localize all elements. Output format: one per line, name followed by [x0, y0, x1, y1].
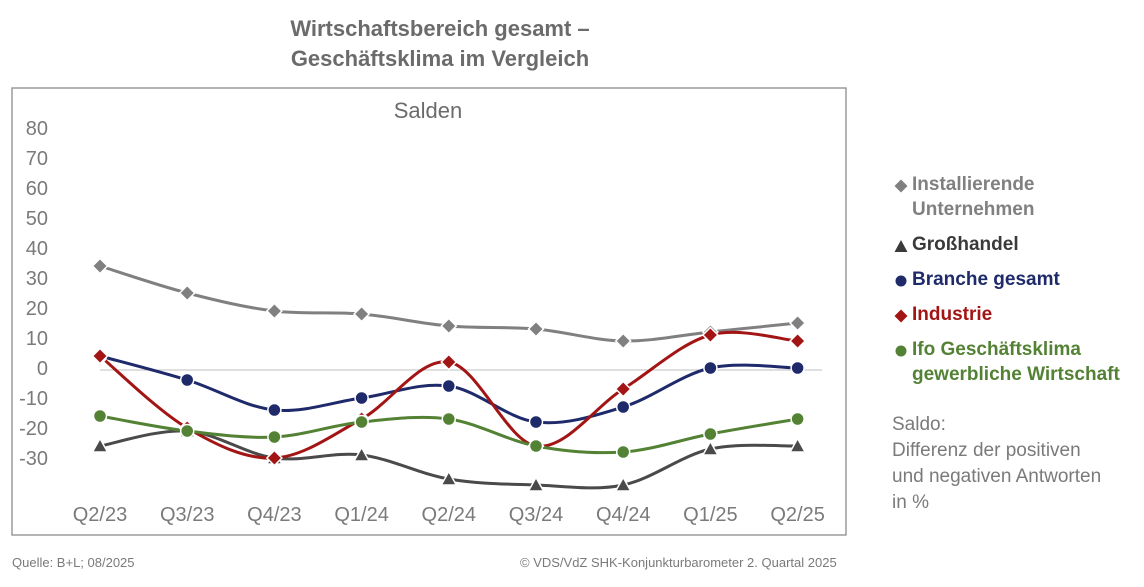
legend-item: Großhandel	[890, 232, 1140, 257]
data-point-gro-handel	[614, 475, 632, 492]
data-point-installierende-unternehmen	[440, 317, 458, 335]
legend-label-line1: Ifo Geschäftsklima	[912, 339, 1081, 360]
legend-label-line2: Unternehmen	[912, 199, 1035, 220]
y-tick-label: 0	[37, 358, 48, 380]
data-point-industrie	[440, 353, 458, 371]
data-point-ifo-gesch-ftsklima-gewerbliche-wirtschaft	[615, 444, 631, 460]
data-point-installierende-unternehmen	[789, 314, 807, 332]
x-tick-label: Q2/24	[422, 504, 476, 526]
data-point-installierende-unternehmen	[527, 320, 545, 338]
data-point-ifo-gesch-ftsklima-gewerbliche-wirtschaft	[703, 426, 718, 442]
legend-label: Großhandel	[912, 232, 1140, 257]
x-tick-label: Q3/24	[509, 504, 563, 526]
diamond-marker-icon	[890, 172, 912, 193]
legend-label-line2: gewerbliche Wirtschaft	[912, 364, 1120, 385]
x-tick-label: Q3/23	[160, 504, 214, 526]
saldo-note-line: Saldo:	[892, 414, 946, 435]
data-point-branche-gesamt	[354, 390, 369, 406]
legend-label: Industrie	[912, 302, 1140, 327]
data-point-gro-handel	[527, 475, 545, 492]
data-point-ifo-gesch-ftsklima-gewerbliche-wirtschaft	[790, 411, 805, 427]
data-point-branche-gesamt	[441, 378, 457, 394]
data-point-gro-handel	[440, 469, 458, 486]
saldo-note: Saldo: Differenz der positiven und negativ…	[892, 412, 1142, 516]
saldo-note-line: und negativen Antworten	[892, 466, 1102, 487]
chart-title: Wirtschaftsbereich gesamt – Geschäftskli…	[140, 14, 740, 74]
y-tick-label: 60	[26, 178, 48, 200]
data-point-installierende-unternehmen	[91, 257, 109, 275]
x-tick-label: Q4/24	[596, 504, 650, 526]
data-point-branche-gesamt	[790, 360, 805, 376]
y-tick-label: 80	[26, 118, 48, 140]
chart-subtitle: Salden	[394, 98, 463, 123]
legend-item: Branche gesamt	[890, 267, 1140, 292]
data-point-ifo-gesch-ftsklima-gewerbliche-wirtschaft	[267, 429, 282, 445]
data-point-ifo-gesch-ftsklima-gewerbliche-wirtschaft	[441, 411, 457, 427]
legend-label-line1: Installierende	[912, 174, 1035, 195]
circle-marker-icon	[890, 337, 912, 358]
x-tick-label: Q1/25	[683, 504, 737, 526]
data-point-gro-handel	[352, 445, 371, 462]
legend-label-line1: Industrie	[912, 304, 993, 325]
legend: Installierende Unternehmen Großhandel Branc…	[890, 172, 1140, 397]
triangle-marker-icon	[890, 232, 912, 253]
x-tick-label: Q2/23	[73, 504, 127, 526]
data-point-installierende-unternehmen	[353, 305, 371, 323]
saldo-note-line: Differenz der positiven	[892, 440, 1081, 461]
y-tick-label: -10	[19, 388, 48, 410]
data-point-branche-gesamt	[179, 372, 195, 388]
data-point-gro-handel	[788, 436, 807, 453]
data-point-industrie	[789, 332, 807, 350]
y-tick-label: 40	[26, 238, 48, 260]
data-point-installierende-unternehmen	[265, 302, 283, 320]
y-tick-label: -20	[19, 418, 48, 440]
data-point-installierende-unternehmen	[614, 332, 632, 350]
legend-item: Ifo Geschäftsklima gewerbliche Wirtschaft	[890, 337, 1140, 387]
source-footer: Quelle: B+L; 08/2025	[12, 555, 135, 570]
data-point-industrie	[265, 449, 283, 467]
data-point-branche-gesamt	[703, 360, 718, 376]
y-tick-label: 50	[26, 208, 48, 230]
data-point-ifo-gesch-ftsklima-gewerbliche-wirtschaft	[179, 423, 195, 439]
legend-label: Branche gesamt	[912, 267, 1140, 292]
diamond-marker-icon	[890, 302, 912, 323]
data-point-gro-handel	[701, 439, 720, 456]
y-tick-label: -30	[19, 448, 48, 470]
data-point-branche-gesamt	[615, 399, 631, 415]
legend-item: Industrie	[890, 302, 1140, 327]
data-point-branche-gesamt	[528, 414, 544, 430]
data-point-industrie	[614, 380, 632, 398]
x-tick-label: Q1/24	[334, 504, 388, 526]
x-tick-label: Q2/25	[770, 504, 824, 526]
data-point-ifo-gesch-ftsklima-gewerbliche-wirtschaft	[92, 408, 108, 424]
legend-label: Installierende Unternehmen	[912, 172, 1140, 222]
y-tick-label: 70	[26, 148, 48, 170]
data-point-ifo-gesch-ftsklima-gewerbliche-wirtschaft	[528, 438, 544, 454]
chart-title-line2: Geschäftsklima im Vergleich	[290, 46, 590, 71]
saldo-note-line: in %	[892, 492, 929, 513]
legend-label-line1: Großhandel	[912, 234, 1019, 255]
data-point-industrie	[91, 347, 109, 365]
data-point-gro-handel	[91, 436, 109, 453]
plot-frame	[11, 87, 847, 536]
legend-label: Ifo Geschäftsklima gewerbliche Wirtschaft	[912, 337, 1140, 387]
y-tick-label: 20	[26, 298, 48, 320]
chart-title-line1: Wirtschaftsbereich gesamt –	[290, 16, 590, 41]
y-tick-label: 30	[26, 268, 48, 290]
data-point-installierende-unternehmen	[178, 284, 196, 302]
x-tick-label: Q4/23	[247, 504, 301, 526]
y-tick-label: 10	[26, 328, 48, 350]
circle-marker-icon	[890, 267, 912, 288]
data-point-industrie	[701, 326, 719, 344]
data-point-branche-gesamt	[267, 402, 282, 418]
legend-label-line1: Branche gesamt	[912, 269, 1060, 290]
copyright-footer: © VDS/VdZ SHK-Konjunkturbarometer 2. Qua…	[520, 555, 837, 570]
legend-item: Installierende Unternehmen	[890, 172, 1140, 222]
data-point-ifo-gesch-ftsklima-gewerbliche-wirtschaft	[354, 414, 369, 430]
